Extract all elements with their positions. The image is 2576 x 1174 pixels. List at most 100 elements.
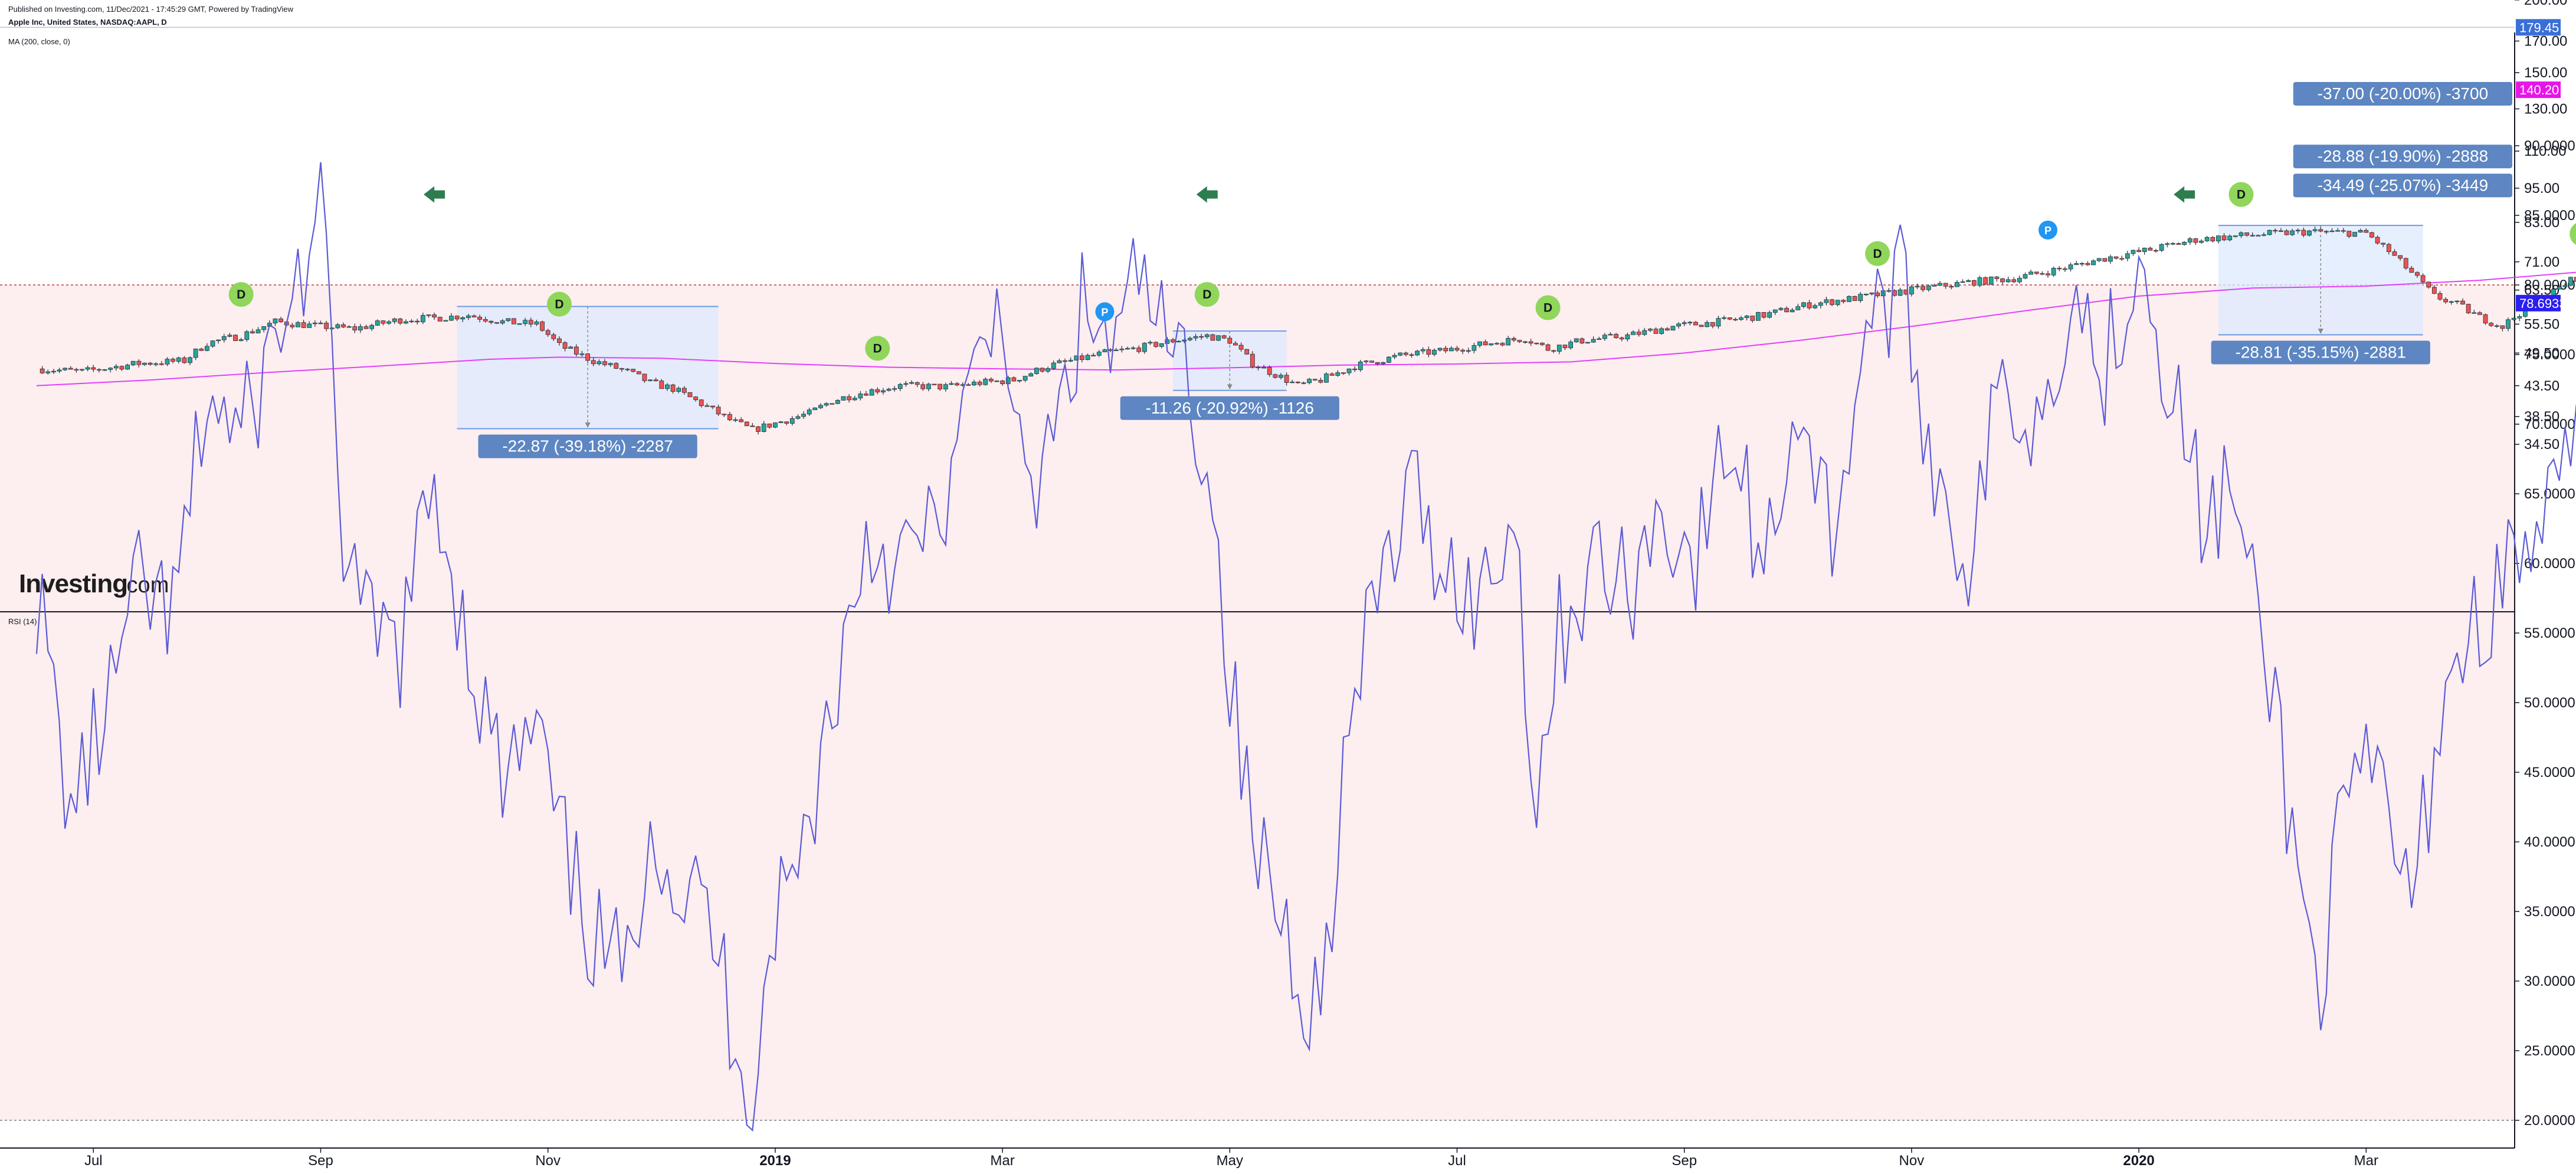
candle-body [767,424,772,428]
candle-body [1705,322,1710,327]
candle-body [216,339,221,342]
candle-body [2079,263,2085,265]
candle-body [1392,355,1397,358]
candle-body [1966,280,1971,282]
candle-body [1506,338,1511,346]
rsi-tick-label: 25.0000 [2524,1043,2575,1059]
candle-body [1495,343,1499,345]
dividend-marker[interactable] [1865,241,1890,266]
candle-body [1818,302,1823,306]
candle-body [920,384,926,389]
rsi-line [35,162,2576,1132]
time-tick-label: Jul [84,1153,103,1169]
candle-body [2489,323,2494,326]
time-tick-label: May [1217,1153,1243,1169]
candle-body [1960,281,1965,283]
candle-body [1318,380,1323,383]
ma-legend: MA (200, close, 0) [8,37,70,46]
candle-body [2028,271,2034,275]
candle-body [835,400,840,404]
p-marker[interactable] [2038,220,2058,240]
candle-body [415,320,420,323]
candle-body [1381,362,1386,365]
candle-body [1943,283,1948,287]
price-tick-label: 130.00 [2524,101,2567,117]
candle-body [1517,340,1522,342]
candle-body [1772,309,1778,313]
candle-body [1659,328,1664,334]
candle-body [2483,314,2488,324]
drawdown-label: -37.00 (-20.00%) -3700 [2318,84,2489,103]
candle-body [2295,229,2300,231]
candle-body [1755,312,1761,321]
dividend-marker[interactable] [1535,295,1561,320]
dividend-marker[interactable] [2228,182,2254,207]
candle-body [176,358,181,362]
candle-body [1915,286,1920,287]
drawdown-label: -28.88 (-19.90%) -2888 [2318,147,2489,165]
candle-body [148,362,153,365]
candle-body [1739,317,1743,320]
candle-body [778,421,784,424]
candle-body [2074,263,2079,265]
candle-body [2369,232,2374,238]
candle-body [1448,347,1454,352]
candle-body [85,367,90,370]
time-tick-label: 2020 [2123,1153,2154,1169]
dividend-marker[interactable] [1194,282,1220,307]
candle-body [1193,336,1198,339]
candle-body [1364,360,1369,362]
candle-body [687,392,693,398]
candle-body [1489,343,1494,346]
dividend-marker[interactable] [2570,222,2576,247]
candle-body [636,371,641,375]
rsi-tick-label: 65.0000 [2524,486,2575,502]
candle-body [591,360,596,365]
arrow-left-icon [424,186,445,203]
candle-body [864,393,869,396]
candle-body [2102,258,2108,262]
candle-body [1096,352,1102,356]
candle-body [2239,232,2244,237]
candle-body [795,416,801,419]
candle-body [892,388,897,390]
price-tick-label: 55.50 [2524,316,2559,332]
dividend-marker[interactable] [546,291,572,317]
candle-body [1011,377,1017,382]
p-marker[interactable] [1095,302,1115,322]
candle-body [1687,322,1693,323]
candle-body [68,368,73,370]
candle-body [466,315,471,318]
price-tick-label: 43.50 [2524,378,2559,394]
candle-body [681,388,687,393]
candle-body [585,353,591,361]
candle-body [1710,322,1715,327]
candle-body [1636,332,1641,335]
rsi-tick-label: 70.0000 [2524,417,2575,432]
candle-body [63,368,68,370]
price-tick-label: 170.00 [2524,34,2567,50]
candle-body [1920,286,1926,290]
candle-body [1670,326,1676,331]
candle-body [398,318,403,324]
candle-body [579,353,585,355]
dividend-marker[interactable] [228,282,254,307]
candle-body [1176,340,1181,343]
candle-body [375,320,380,326]
candle-body [2431,287,2437,294]
candle-body [1579,338,1585,344]
candle-body [210,340,215,347]
candle-body [1801,302,1806,307]
candle-body [727,414,732,421]
price-tick-label: 95.00 [2524,181,2559,196]
candle-body [869,389,874,396]
candle-body [2227,235,2233,241]
candle-body [1136,347,1142,352]
candle-body [614,363,619,369]
dividend-marker[interactable] [865,336,890,361]
candle-body [437,317,443,322]
candle-body [665,384,670,389]
candle-body [602,361,607,365]
candle-body [1063,360,1067,362]
candle-body [74,369,79,370]
